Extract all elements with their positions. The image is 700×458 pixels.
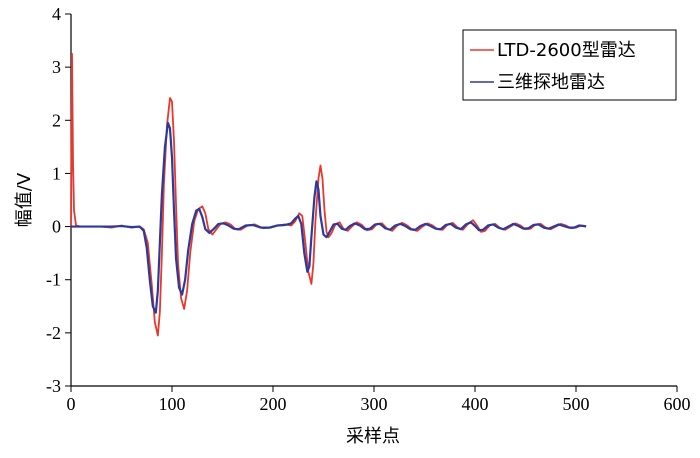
x-tick-label: 500 [563,394,590,414]
x-tick-label: 200 [260,394,287,414]
x-axis-title: 采样点 [346,426,400,447]
y-axis-ticks: -3 -2 -1 0 1 2 3 4 [46,4,71,396]
x-tick-label: 100 [159,394,186,414]
y-tick-label: 0 [52,217,61,237]
y-tick-label: 3 [52,57,61,77]
legend-box [462,29,677,101]
x-tick-label: 300 [361,394,388,414]
y-tick-label: -1 [46,270,61,290]
y-axis-title: 幅值/V [14,172,35,227]
legend: LTD-2600型雷达 三维探地雷达 [462,29,677,101]
y-tick-label: 1 [52,163,61,183]
x-tick-label: 600 [664,394,691,414]
series-layer [70,52,587,337]
y-tick-label: -3 [46,376,61,396]
legend-label-ltd2600: LTD-2600型雷达 [497,40,636,61]
y-tick-label: 4 [52,4,61,24]
x-tick-label: 400 [462,394,489,414]
x-tick-label: 0 [67,394,76,414]
y-tick-label: 2 [52,110,61,130]
series-line-3d-gpr [71,121,587,314]
y-tick-label: -2 [46,323,61,343]
legend-label-3d-gpr: 三维探地雷达 [497,72,605,93]
x-axis-ticks: 0 100 200 300 400 500 600 [67,386,691,414]
